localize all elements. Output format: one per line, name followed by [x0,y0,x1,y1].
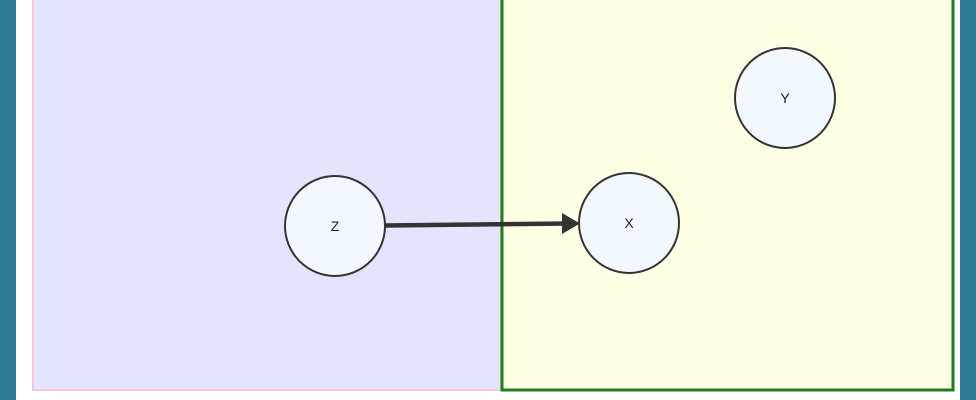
group-right [500,0,955,392]
node-z-label: Z [331,218,340,234]
node-x[interactable]: X [578,172,680,274]
node-x-label: X [624,215,634,231]
edge-z-to-x [384,221,571,228]
group-left [32,0,502,391]
node-z[interactable]: Z [284,175,386,277]
node-y[interactable]: Y [734,47,836,149]
arrowhead-x [562,213,580,234]
node-y-label: Y [780,90,790,106]
